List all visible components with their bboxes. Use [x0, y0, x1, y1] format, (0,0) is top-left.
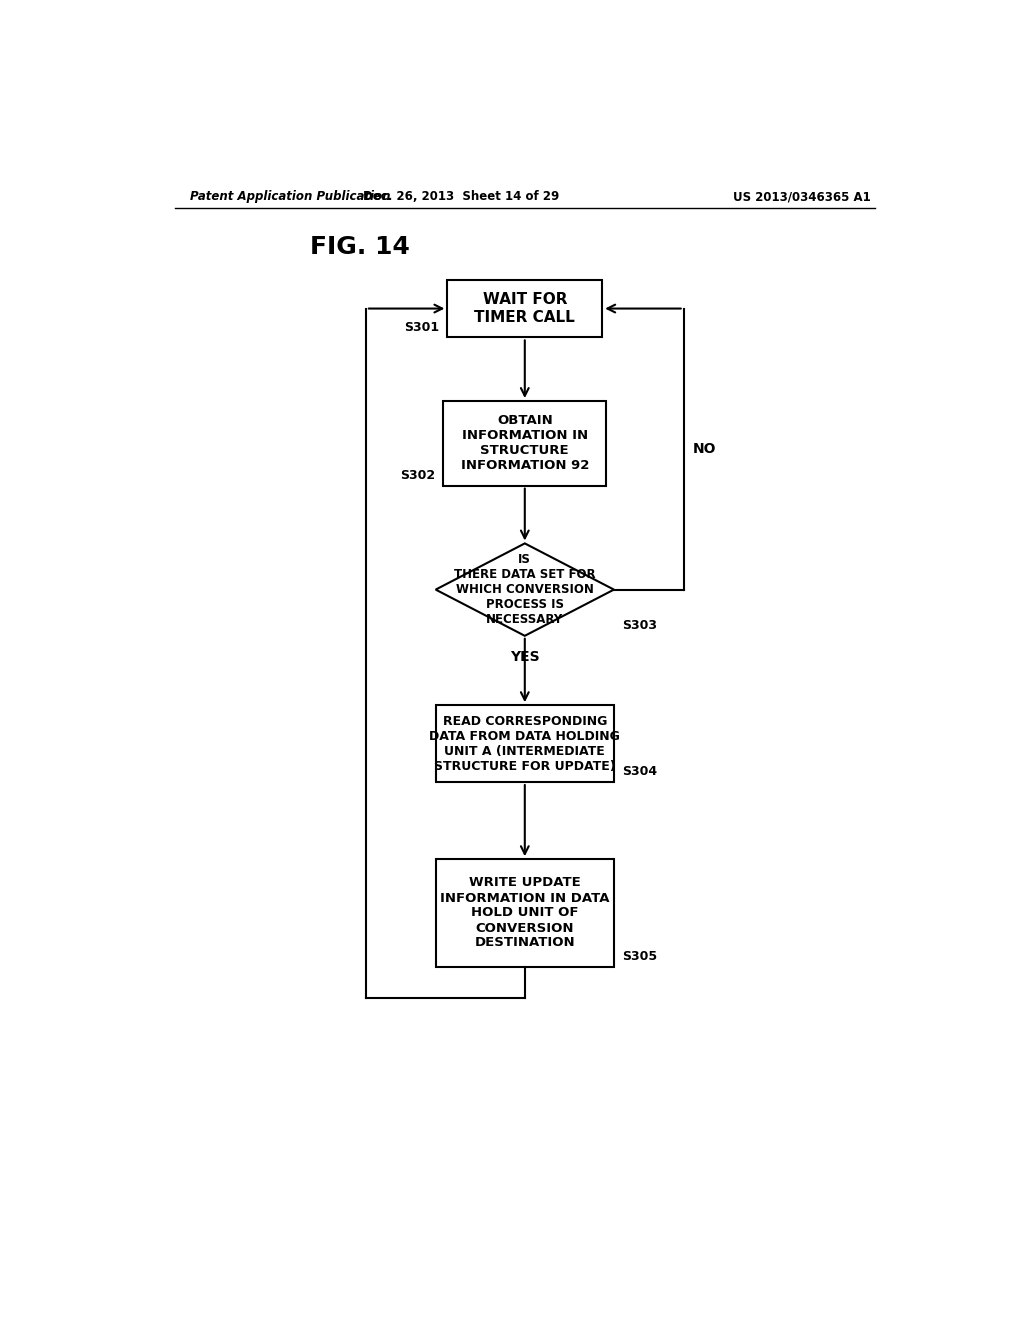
- Text: FIG. 14: FIG. 14: [310, 235, 410, 259]
- Text: NO: NO: [693, 442, 717, 457]
- Text: Patent Application Publication: Patent Application Publication: [190, 190, 390, 203]
- Polygon shape: [435, 544, 614, 636]
- Bar: [435, 859, 614, 966]
- Text: READ CORRESPONDING
DATA FROM DATA HOLDING
UNIT A (INTERMEDIATE
STRUCTURE FOR UPD: READ CORRESPONDING DATA FROM DATA HOLDIN…: [429, 714, 621, 772]
- Text: S303: S303: [622, 619, 656, 632]
- Text: WAIT FOR
TIMER CALL: WAIT FOR TIMER CALL: [474, 292, 575, 325]
- Text: IS
THERE DATA SET FOR
WHICH CONVERSION
PROCESS IS
NECESSARY: IS THERE DATA SET FOR WHICH CONVERSION P…: [454, 553, 596, 626]
- Text: S304: S304: [622, 766, 656, 779]
- Bar: [443, 401, 606, 486]
- Text: S302: S302: [400, 469, 435, 482]
- Text: Dec. 26, 2013  Sheet 14 of 29: Dec. 26, 2013 Sheet 14 of 29: [364, 190, 559, 203]
- Text: US 2013/0346365 A1: US 2013/0346365 A1: [733, 190, 871, 203]
- Text: OBTAIN
INFORMATION IN
STRUCTURE
INFORMATION 92: OBTAIN INFORMATION IN STRUCTURE INFORMAT…: [461, 414, 589, 473]
- Text: S305: S305: [622, 950, 656, 964]
- Text: YES: YES: [510, 649, 540, 664]
- Text: S301: S301: [404, 321, 439, 334]
- Bar: [447, 280, 602, 338]
- Text: WRITE UPDATE
INFORMATION IN DATA
HOLD UNIT OF
CONVERSION
DESTINATION: WRITE UPDATE INFORMATION IN DATA HOLD UN…: [440, 876, 609, 949]
- Bar: [435, 705, 614, 781]
